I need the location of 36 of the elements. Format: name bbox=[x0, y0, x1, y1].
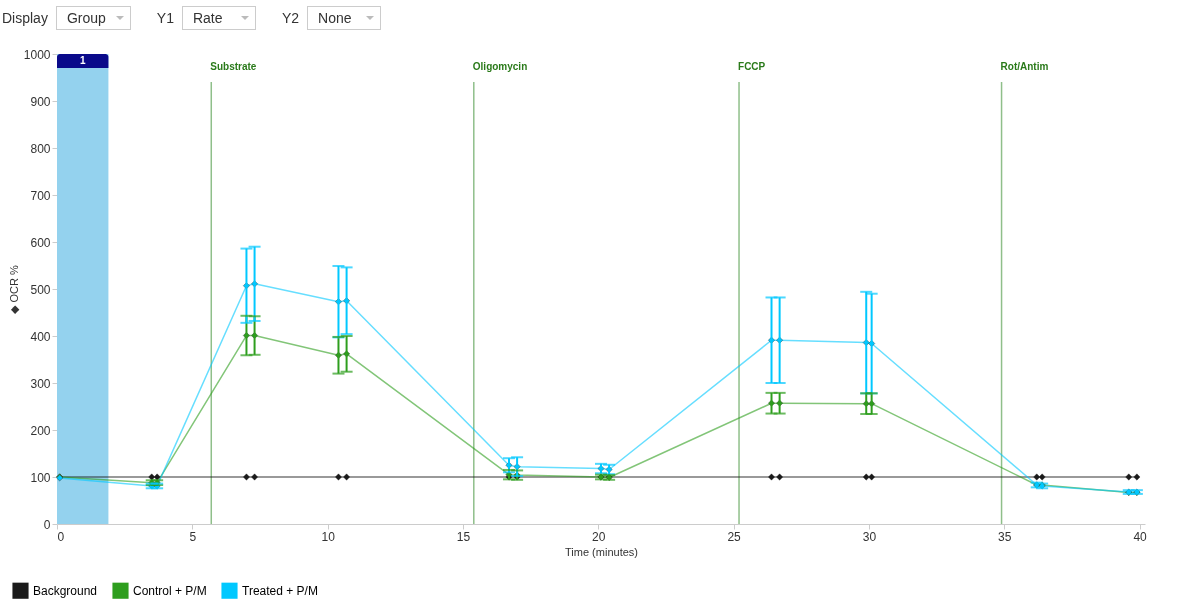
y-axis-title: ◆ OCR % bbox=[7, 265, 20, 314]
text: Y2 bbox=[281, 10, 300, 26]
y-tick-label: 900 bbox=[30, 94, 51, 109]
y-tick-label: 300 bbox=[30, 376, 51, 391]
ref-line-label: Oligomycin bbox=[472, 61, 528, 72]
x-tick-label: 40 bbox=[1133, 529, 1148, 544]
x-tick-label: 30 bbox=[862, 529, 877, 544]
y-tick-label: 200 bbox=[30, 423, 51, 438]
x-tick-label: 5 bbox=[189, 529, 197, 544]
text: None bbox=[318, 10, 352, 26]
y-tick-label: 400 bbox=[30, 329, 51, 344]
text: Rate bbox=[192, 10, 223, 26]
x-tick-label: 10 bbox=[321, 529, 336, 544]
ref-line-label: Substrate bbox=[210, 61, 257, 72]
legend-label: Background bbox=[33, 583, 98, 598]
y-tick-label: 800 bbox=[30, 141, 51, 156]
y-tick-label: 0 bbox=[43, 517, 51, 532]
legend-label: Treated + P/M bbox=[242, 583, 318, 598]
text: Group bbox=[66, 10, 106, 26]
band-label: 1 bbox=[79, 55, 86, 66]
x-tick-label: 20 bbox=[592, 529, 606, 544]
ref-line-label: Rot/Antim bbox=[1000, 61, 1049, 72]
x-tick-label: 35 bbox=[998, 529, 1012, 544]
y-tick-label: 1000 bbox=[23, 47, 51, 62]
legend-label: Control + P/M bbox=[133, 583, 207, 598]
x-tick-label: 25 bbox=[727, 529, 742, 544]
text: Display bbox=[2, 10, 48, 26]
y-tick-label: 600 bbox=[30, 235, 51, 250]
y-tick-label: 500 bbox=[30, 282, 51, 297]
ref-line-label: FCCP bbox=[738, 61, 766, 72]
x-tick-label: 15 bbox=[456, 529, 471, 544]
text: Y1 bbox=[156, 10, 174, 26]
y-tick-label: 100 bbox=[30, 470, 51, 485]
x-tick-label: 0 bbox=[57, 529, 65, 544]
x-axis-title: Time (minutes) bbox=[565, 545, 638, 558]
y-tick-label: 700 bbox=[30, 188, 51, 203]
